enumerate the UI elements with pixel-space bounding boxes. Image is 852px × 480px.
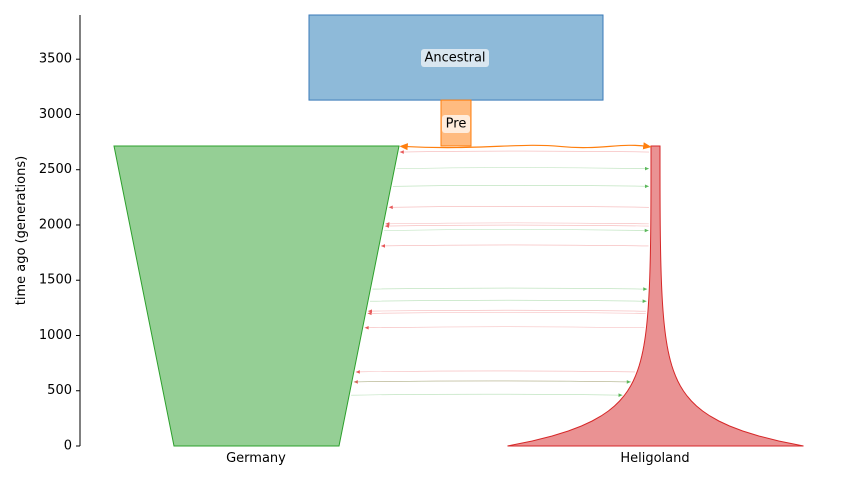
migration-pulse-line <box>353 380 631 383</box>
x-label-heligoland: Heligoland <box>620 451 689 466</box>
y-axis: 0 500 1000 1500 2000 2500 3000 3500 time ago (g… <box>14 15 81 454</box>
migration-pulse-line <box>396 167 650 169</box>
ancestral-label: Ancestral <box>421 49 489 68</box>
pre-label: Pre <box>442 115 470 134</box>
y-tick-label: 0 <box>64 439 72 454</box>
migration-pulse-line <box>355 370 636 373</box>
ancestral-label-text: Ancestral <box>424 51 485 66</box>
migration-pulse-line <box>399 150 650 153</box>
migration-pulse-line <box>369 299 647 302</box>
migration-pulse-line <box>388 205 649 208</box>
migration-pulse-line <box>351 393 623 396</box>
migration-pulse-arrowhead <box>381 244 385 248</box>
y-tick-label: 3000 <box>39 107 72 122</box>
migration-pulse-arrowhead <box>364 325 369 330</box>
migration-pulse-arrowhead <box>643 287 648 291</box>
migration-pulse-line <box>384 224 649 227</box>
migration-pulse-arrowhead <box>399 150 404 154</box>
migration-pulse-arrowhead <box>618 393 623 397</box>
migration-pulse-line <box>372 287 648 290</box>
migration-pulse-line <box>380 244 649 247</box>
y-ticks: 0 500 1000 1500 2000 2500 3000 3500 <box>39 52 80 454</box>
migration-pulse-arrowhead <box>644 166 649 171</box>
y-tick-label: 1000 <box>39 328 72 343</box>
migration-pulse-line <box>367 309 646 312</box>
migration-layer <box>351 150 650 397</box>
germany-population-shape <box>113 145 400 447</box>
heligoland-population-shape <box>507 145 804 447</box>
migration-pulse-arrowhead <box>353 380 358 384</box>
migration-pulse-arrowhead <box>626 380 631 384</box>
y-tick-label: 2500 <box>39 162 72 177</box>
migration-pulse-arrowhead <box>644 184 649 189</box>
migration-pulse-arrowhead <box>367 311 372 316</box>
migration-pulse-line <box>353 380 631 383</box>
migration-pulse-arrowhead <box>355 370 360 374</box>
split-migration-arrow <box>399 142 652 151</box>
migration-pulse-line <box>392 184 649 187</box>
y-tick-label: 3500 <box>39 52 72 67</box>
x-axis-labels: Germany Heligoland <box>226 451 690 466</box>
population-layer <box>113 14 804 447</box>
pre-label-text: Pre <box>446 117 467 132</box>
y-tick-label: 2000 <box>39 217 72 232</box>
x-label-germany: Germany <box>226 451 286 466</box>
migration-pulse-line <box>364 326 645 329</box>
migration-pulse-arrowhead <box>642 299 647 304</box>
migration-pulse-arrowhead <box>644 228 649 233</box>
migration-pulse-line <box>384 229 649 231</box>
y-tick-label: 500 <box>47 383 72 398</box>
migration-pulse-arrowhead <box>388 205 393 210</box>
migration-pulse-line <box>367 312 646 314</box>
y-axis-title: time ago (generations) <box>14 156 29 305</box>
y-tick-label: 1500 <box>39 273 72 288</box>
migration-pulse-arrowhead <box>384 224 389 228</box>
migration-pulse-line <box>385 222 649 225</box>
